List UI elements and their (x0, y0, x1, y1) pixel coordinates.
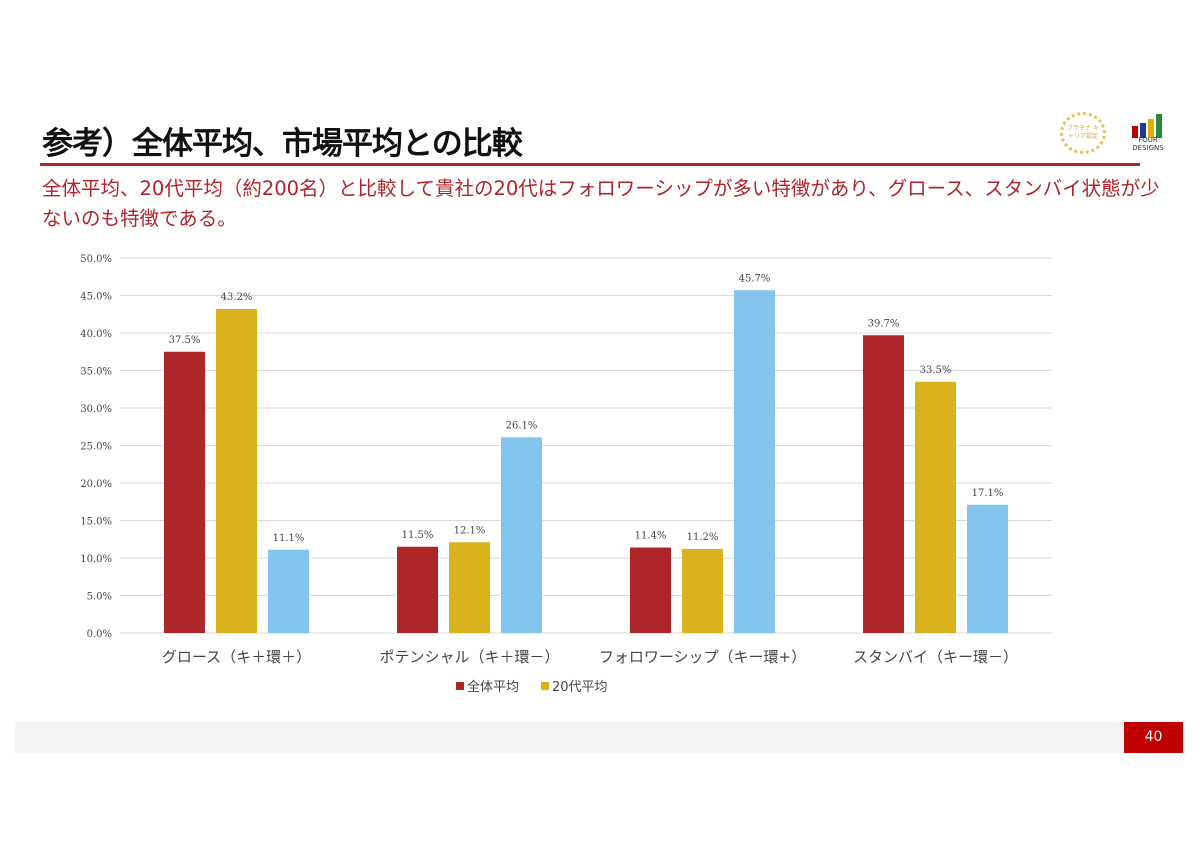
data-label: 33.5% (920, 365, 952, 376)
data-label: 11.5% (402, 530, 434, 541)
bar (164, 351, 205, 633)
y-tick-label: 25.0% (80, 442, 112, 453)
data-label: 43.2% (221, 292, 253, 303)
y-tick-label: 5.0% (87, 592, 112, 603)
y-tick-label: 30.0% (80, 404, 112, 415)
data-label: 11.4% (635, 531, 667, 542)
footer-bar (15, 722, 1185, 753)
bar (449, 542, 490, 633)
data-label: 39.7% (868, 318, 900, 329)
four-designs-logo: FOUR DESIGNS (1122, 112, 1174, 152)
x-tick-label: フォロワーシップ（キー環+） (599, 648, 806, 666)
y-tick-label: 40.0% (80, 329, 112, 340)
bar (915, 381, 956, 633)
y-tick-label: 20.0% (80, 479, 112, 490)
subtitle: 全体平均、20代平均（約200名）と比較して貴社の20代はフォロワーシップが多い… (42, 177, 1160, 230)
data-label: 26.1% (506, 420, 538, 431)
data-label: 37.5% (169, 335, 201, 346)
award-badge: プラチナ キャリア認定 (1060, 112, 1106, 154)
y-tick-label: 15.0% (80, 517, 112, 528)
y-tick-label: 50.0% (80, 254, 112, 265)
page-number: 40 (1124, 722, 1183, 753)
bar (863, 335, 904, 633)
legend-swatch (541, 682, 549, 690)
x-tick-label: グロース（キ＋環＋） (162, 648, 311, 666)
legend-label: 20代平均 (552, 680, 608, 695)
page-title: 参考）全体平均、市場平均との比較 (42, 126, 523, 162)
bar (630, 547, 671, 633)
x-tick-label: スタンバイ（キー環－） (853, 648, 1018, 666)
data-label: 17.1% (972, 488, 1004, 499)
legend-swatch (456, 682, 464, 690)
data-label: 12.1% (454, 525, 486, 536)
bar (967, 504, 1008, 633)
bar (682, 549, 723, 633)
legend-label: 全体平均 (467, 679, 519, 695)
title-divider (40, 163, 1140, 166)
y-tick-label: 45.0% (80, 292, 112, 303)
y-tick-label: 35.0% (80, 367, 112, 378)
x-tick-label: ポテンシャル（キ＋環－） (379, 648, 559, 666)
bar (734, 290, 775, 633)
data-label: 45.7% (739, 273, 771, 284)
y-tick-label: 0.0% (87, 629, 112, 640)
bar (268, 549, 309, 633)
bar (216, 309, 257, 633)
bar (501, 437, 542, 633)
data-label: 11.2% (687, 532, 719, 543)
bar (397, 546, 438, 633)
award-text: プラチナ キャリア認定 (1067, 125, 1099, 140)
data-label: 11.1% (273, 533, 305, 544)
y-tick-label: 10.0% (80, 554, 112, 565)
